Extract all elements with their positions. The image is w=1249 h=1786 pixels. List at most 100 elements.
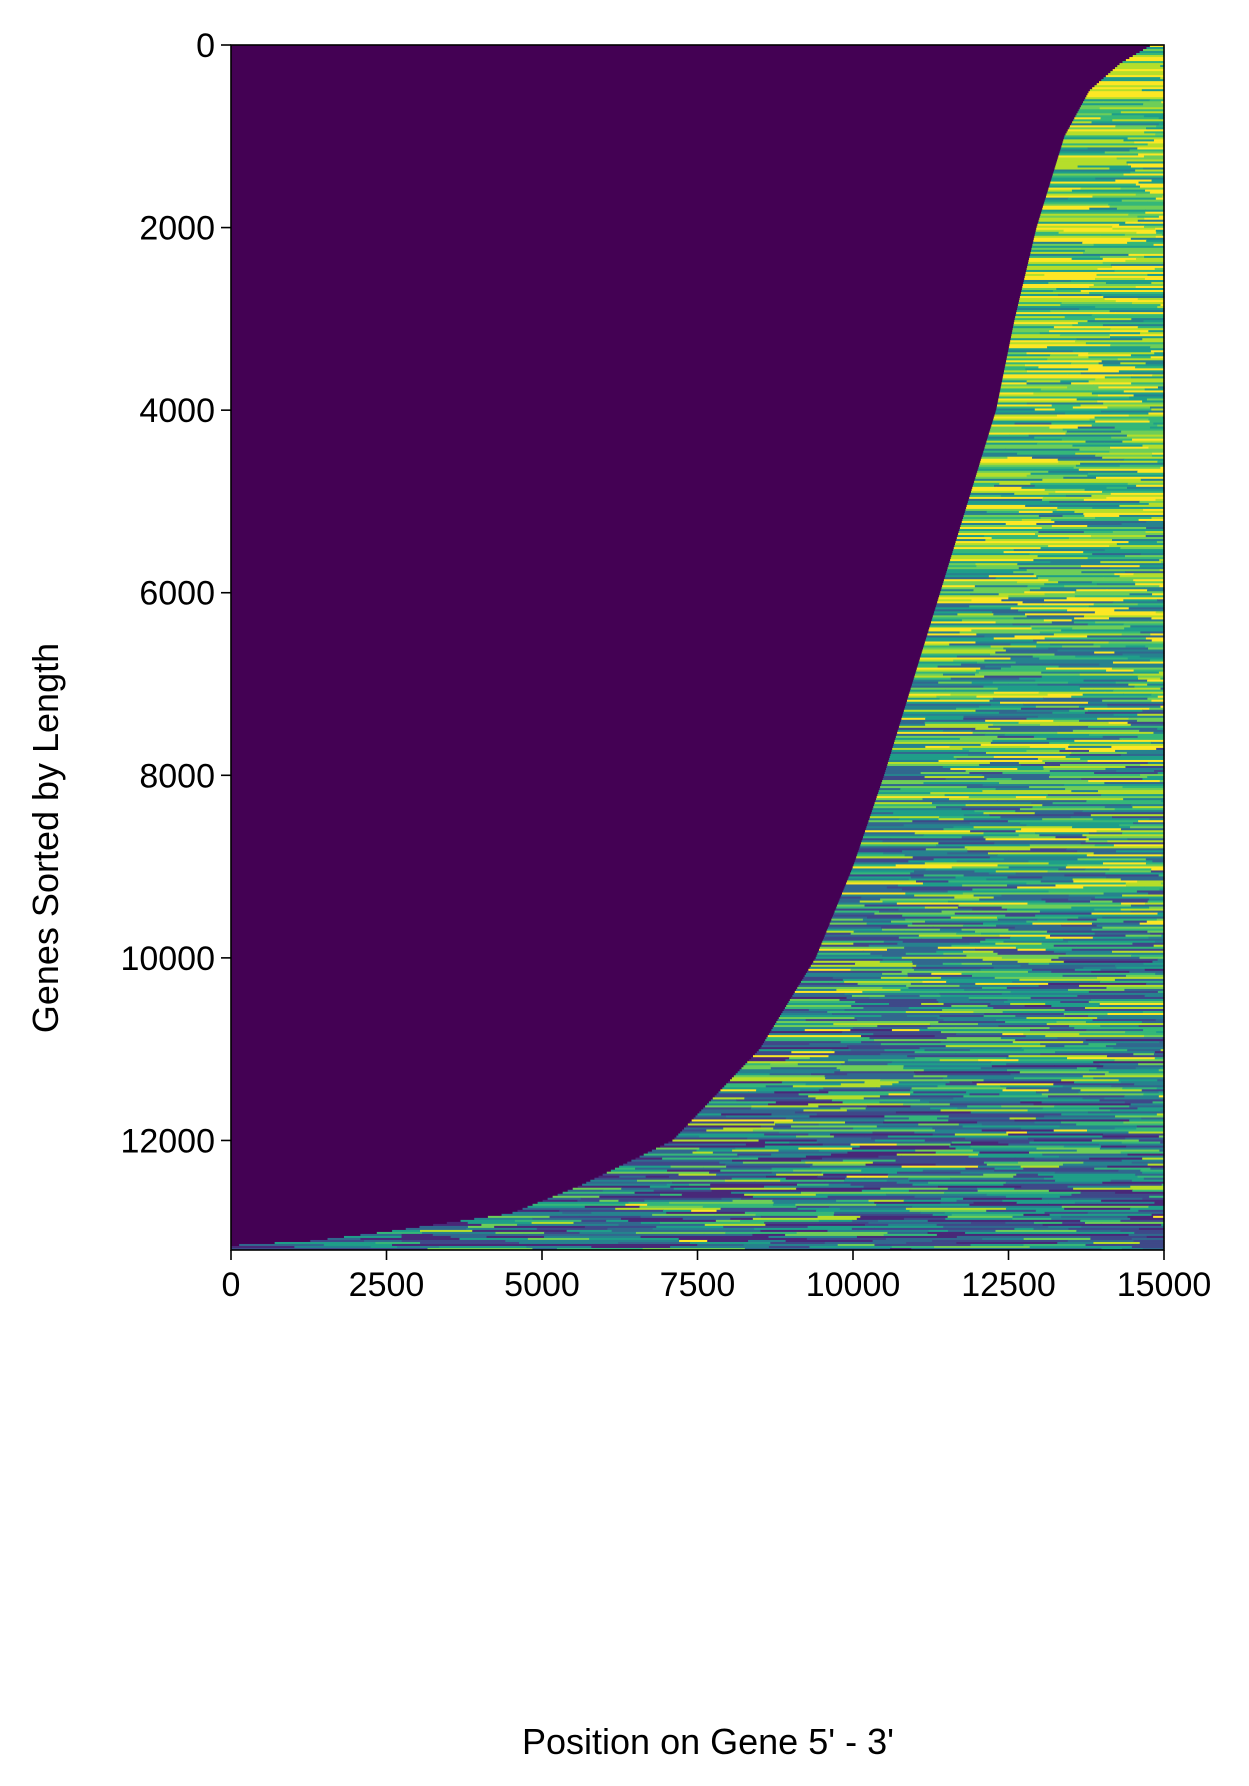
heatmap-cell: [1049, 643, 1095, 646]
heatmap-cell: [1077, 858, 1147, 861]
heatmap-cell: [1089, 89, 1143, 92]
heatmap-cell: [945, 778, 988, 781]
heatmap-cell: [994, 414, 1058, 418]
heatmap-cell: [1108, 1071, 1165, 1074]
heatmap-cell: [1071, 189, 1146, 193]
heatmap-cell: [1063, 689, 1094, 693]
heatmap-cell: [1042, 1075, 1084, 1078]
heatmap-cell: [1120, 878, 1165, 881]
heatmap-cell: [419, 1225, 469, 1229]
heatmap-cell: [983, 1015, 1016, 1018]
heatmap-cell: [1088, 1015, 1165, 1018]
heatmap-cell: [796, 988, 837, 992]
heatmap-cell: [1070, 362, 1100, 365]
heatmap-cell: [1036, 641, 1110, 644]
heatmap-cell: [1058, 153, 1139, 156]
heatmap-cell: [1033, 237, 1132, 241]
heatmap-cell: [869, 1037, 948, 1040]
heatmap-cell: [834, 1211, 921, 1215]
heatmap-cell: [807, 1225, 898, 1229]
heatmap-cell: [808, 1009, 846, 1012]
heatmap-cell: [995, 1019, 1036, 1022]
heatmap-cell: [1001, 894, 1070, 898]
heatmap-cell: [937, 599, 973, 602]
heatmap-cell: [988, 725, 1060, 729]
heatmap-cell: [898, 1081, 951, 1084]
heatmap-cell: [1092, 936, 1150, 940]
heatmap-cell: [821, 942, 854, 946]
heatmap-cell: [1053, 169, 1136, 173]
heatmap-cell: [1094, 996, 1165, 1000]
heatmap-cell: [879, 1101, 930, 1104]
heatmap-cell: [983, 812, 1036, 815]
heatmap-cell: [1132, 1189, 1165, 1193]
heatmap-cell: [1044, 892, 1105, 896]
heatmap-cell: [422, 1231, 443, 1235]
heatmap-cell: [998, 1025, 1070, 1028]
heatmap-cell: [881, 1015, 908, 1018]
heatmap-cell: [965, 1039, 1016, 1042]
heatmap-cell: [1063, 139, 1125, 142]
heatmap-cell: [1035, 1117, 1142, 1120]
heatmap-cell: [678, 1173, 717, 1177]
heatmap-cell: [1042, 478, 1142, 482]
heatmap-cell: [828, 982, 859, 986]
heatmap-cell: [1001, 906, 1072, 910]
heatmap-cell: [962, 924, 997, 928]
heatmap-cell: [1057, 1241, 1094, 1245]
heatmap-cell: [1059, 1195, 1150, 1199]
heatmap-cell: [778, 1017, 856, 1020]
heatmap-cell: [844, 980, 924, 984]
heatmap-cell: [1064, 135, 1165, 138]
heatmap-cell: [815, 956, 903, 960]
heatmap-cell: [1014, 320, 1089, 323]
heatmap-cell: [1068, 1227, 1140, 1231]
heatmap-cell: [703, 1167, 773, 1171]
heatmap-cell: [939, 816, 1001, 819]
heatmap-cell: [902, 713, 987, 717]
heatmap-cell: [724, 1085, 767, 1088]
heatmap-cell: [980, 743, 1070, 747]
heatmap-cell: [1010, 1002, 1046, 1006]
heatmap-cell: [1128, 639, 1153, 642]
heatmap-cell: [965, 770, 1051, 773]
heatmap-cell: [1076, 338, 1143, 341]
heatmap-cell: [1042, 205, 1088, 209]
heatmap-cell: [1068, 940, 1156, 944]
heatmap-cell: [1145, 362, 1165, 365]
heatmap-cell: [942, 1009, 997, 1012]
heatmap-cell: [764, 1133, 809, 1137]
heatmap-cell: [1033, 1103, 1132, 1106]
heatmap-cell: [1089, 286, 1137, 289]
heatmap-cell: [1006, 908, 1095, 912]
heatmap-cell: [1110, 71, 1144, 74]
heatmap-cell: [544, 1231, 581, 1235]
heatmap-cell: [963, 1197, 1043, 1201]
heatmap-cell: [1033, 573, 1115, 576]
y-axis-label: Genes Sorted by Length: [25, 643, 66, 1033]
heatmap-cell: [1013, 1175, 1054, 1179]
heatmap-cell: [1143, 508, 1165, 512]
heatmap-cell: [984, 1013, 1065, 1016]
heatmap-cell: [864, 1223, 889, 1227]
heatmap-cell: [1067, 681, 1117, 685]
heatmap-cell: [1113, 551, 1165, 554]
heatmap-cell: [1087, 93, 1165, 96]
heatmap-cell: [930, 1025, 1000, 1028]
heatmap-cell: [1019, 298, 1106, 301]
heatmap-cell: [1143, 1177, 1165, 1181]
heatmap-cell: [982, 774, 1051, 777]
heatmap-cell: [950, 557, 992, 560]
heatmap-cell: [861, 1167, 967, 1171]
heatmap-cell: [1145, 127, 1165, 130]
heatmap-cell: [956, 932, 982, 936]
heatmap-cell: [912, 922, 984, 926]
heatmap-cell: [1037, 577, 1104, 580]
heatmap-cell: [1072, 406, 1109, 410]
heatmap-cell: [1088, 380, 1165, 383]
heatmap-cell: [839, 898, 881, 902]
heatmap-cell: [855, 1000, 939, 1004]
heatmap-cell: [1158, 848, 1165, 851]
heatmap-cell: [695, 1115, 727, 1118]
heatmap-cell: [1027, 970, 1052, 974]
